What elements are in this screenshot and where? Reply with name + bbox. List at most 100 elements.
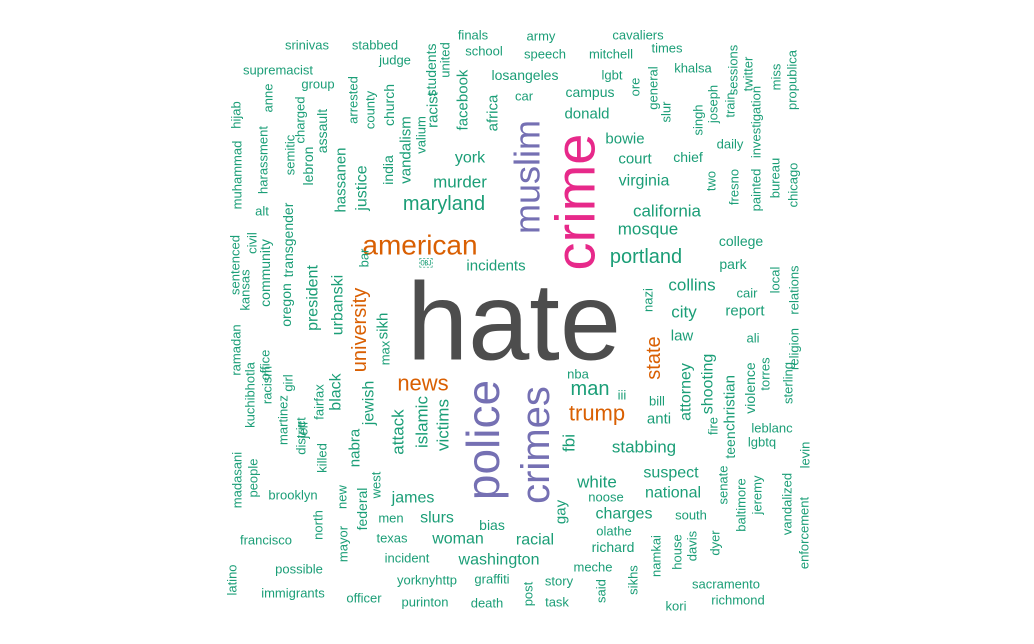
word-victims: victims [434, 399, 453, 451]
word-srinivas: srinivas [285, 38, 330, 53]
word-kuchibhotla: kuchibhotla [243, 361, 258, 428]
word-senate: senate [716, 465, 731, 504]
word-transgender: transgender [280, 202, 296, 277]
word-maryland: maryland [403, 193, 485, 215]
word-levin: levin [798, 442, 813, 469]
word-hate: hate [407, 261, 621, 384]
word-purinton: purinton [402, 595, 449, 610]
word-supremacist: supremacist [243, 63, 313, 78]
word-car: car [515, 89, 534, 104]
word-district: district [294, 417, 309, 455]
word-speech: speech [524, 47, 566, 62]
word-slur: slur [659, 101, 674, 123]
word-portland: portland [610, 246, 682, 268]
word-murder: murder [433, 173, 487, 192]
word-lgbtq: lgbtq [748, 435, 776, 450]
word-washington: washington [458, 552, 540, 569]
word-khalsa: khalsa [674, 61, 712, 76]
word-death: death [471, 596, 504, 611]
word-nazi: nazi [641, 288, 656, 312]
word-james: james [391, 490, 435, 507]
word-teen: teen [722, 431, 738, 458]
word-shooting: shooting [700, 354, 717, 415]
word-christian: christian [722, 375, 739, 431]
word-gay: gay [553, 499, 570, 524]
word-oregon: oregon [278, 283, 294, 327]
word-killed: killed [315, 443, 330, 473]
word-india: india [380, 155, 396, 185]
word-texas: texas [376, 531, 408, 546]
word-park: park [719, 256, 747, 272]
word-francisco: francisco [240, 533, 292, 548]
word-state: state [643, 336, 665, 379]
word-american: american [362, 230, 477, 261]
word-bill: bill [649, 394, 665, 409]
word-men: men [378, 511, 403, 526]
word-officer: officer [346, 591, 382, 606]
word-facebook: facebook [455, 69, 472, 130]
word-muhammad: muhammad [230, 141, 245, 210]
word-bureau: bureau [768, 158, 783, 198]
word-racist: racist [425, 91, 442, 128]
word-yorknyhttp: yorknyhttp [397, 573, 457, 588]
word-chicago: chicago [786, 163, 801, 208]
word-trump: trump [569, 401, 625, 426]
word-dyer: dyer [708, 530, 723, 556]
word-suspect: suspect [643, 465, 699, 482]
word-urbanski: urbanski [330, 275, 347, 335]
word-propublica: propublica [785, 49, 800, 110]
word-miss: miss [769, 63, 784, 90]
word-city: city [671, 303, 697, 322]
word-task: task [545, 595, 569, 610]
word-vandalized: vandalized [780, 473, 795, 535]
word-anti: anti [647, 411, 671, 428]
word-attack: attack [389, 409, 408, 455]
word-university: university [349, 288, 371, 372]
word-church: church [381, 84, 397, 126]
word-new: new [335, 484, 350, 508]
word-ore: ore [628, 78, 643, 97]
word-africa: africa [485, 94, 502, 131]
word-placeholder-glyph: ￼ [420, 256, 434, 271]
word-train: train [723, 92, 738, 117]
word-girl: girl [281, 374, 296, 391]
word-olathe: olathe [596, 524, 631, 539]
word-namkai: namkai [649, 535, 664, 577]
word-jeff: jeff [296, 421, 311, 439]
word-religion: religion [787, 328, 802, 370]
word-sterling: sterling [781, 362, 796, 404]
word-army: army [527, 29, 556, 44]
word-baltimore: baltimore [734, 478, 749, 531]
word-nba: nba [567, 367, 589, 382]
word-richmond: richmond [711, 593, 764, 608]
word-two: two [704, 171, 719, 191]
word-mitchell: mitchell [589, 47, 633, 62]
word-noose: noose [588, 490, 623, 505]
word-painted: painted [749, 169, 764, 212]
word-fire: fire [706, 417, 721, 435]
word-civil: civil [245, 232, 260, 254]
word-white: white [576, 473, 617, 492]
word-fbi: fbi [560, 434, 579, 452]
word-collins: collins [668, 276, 715, 295]
word-cavaliers: cavaliers [612, 28, 664, 43]
word-york: york [455, 150, 486, 167]
word-investigation: investigation [749, 86, 764, 158]
word-sessions: sessions [726, 44, 741, 95]
word-assault: assault [314, 109, 330, 153]
word-county: county [363, 90, 378, 129]
word-possible: possible [275, 562, 323, 577]
word-story: story [545, 574, 574, 589]
word-twitter: twitter [741, 56, 756, 91]
word-immigrants: immigrants [261, 586, 325, 601]
word-justice: justice [354, 165, 371, 211]
word-crime: crime [544, 134, 607, 271]
word-group: group [301, 77, 334, 92]
word-vandalism: vandalism [398, 116, 415, 184]
word-said: said [594, 579, 609, 603]
word-office: office [258, 350, 273, 381]
word-daily: daily [717, 137, 744, 152]
word-muslim: muslim [507, 120, 548, 234]
